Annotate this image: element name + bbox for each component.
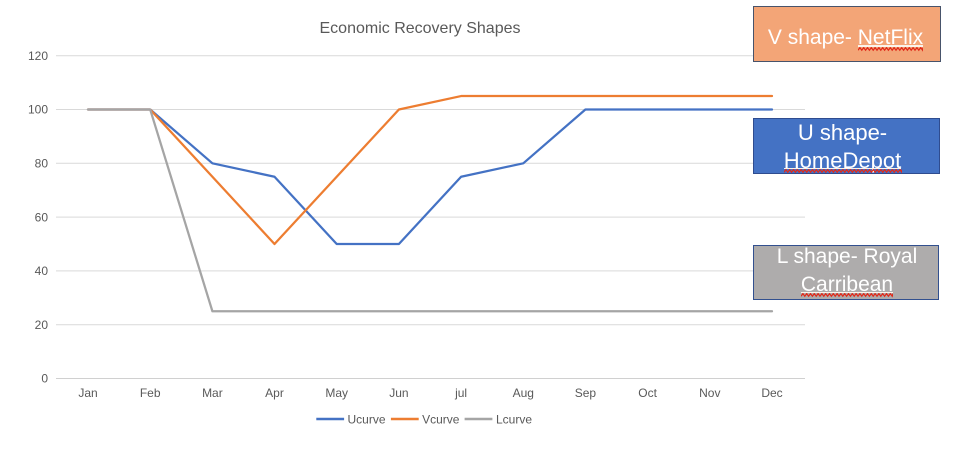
svg-text:60: 60: [35, 210, 49, 224]
svg-text:Economic Recovery Shapes: Economic Recovery Shapes: [320, 20, 521, 37]
svg-text:Jan: Jan: [78, 386, 97, 400]
svg-text:Sep: Sep: [575, 386, 597, 400]
svg-text:Mar: Mar: [202, 386, 223, 400]
svg-text:Vcurve: Vcurve: [422, 412, 460, 426]
svg-text:May: May: [325, 386, 348, 400]
svg-text:20: 20: [35, 318, 49, 332]
svg-text:120: 120: [28, 49, 48, 63]
svg-text:80: 80: [35, 157, 49, 171]
svg-text:Aug: Aug: [513, 386, 534, 400]
svg-text:Ucurve: Ucurve: [348, 412, 386, 426]
svg-text:Lcurve: Lcurve: [496, 412, 532, 426]
svg-text:40: 40: [35, 264, 49, 278]
svg-text:Dec: Dec: [761, 386, 782, 400]
svg-text:jul: jul: [454, 386, 467, 400]
svg-text:Jun: Jun: [389, 386, 408, 400]
svg-text:Apr: Apr: [265, 386, 284, 400]
svg-text:100: 100: [28, 103, 48, 117]
svg-text:Oct: Oct: [638, 386, 657, 400]
svg-text:Nov: Nov: [699, 386, 720, 400]
svg-text:0: 0: [41, 372, 48, 386]
svg-text:Feb: Feb: [140, 386, 161, 400]
